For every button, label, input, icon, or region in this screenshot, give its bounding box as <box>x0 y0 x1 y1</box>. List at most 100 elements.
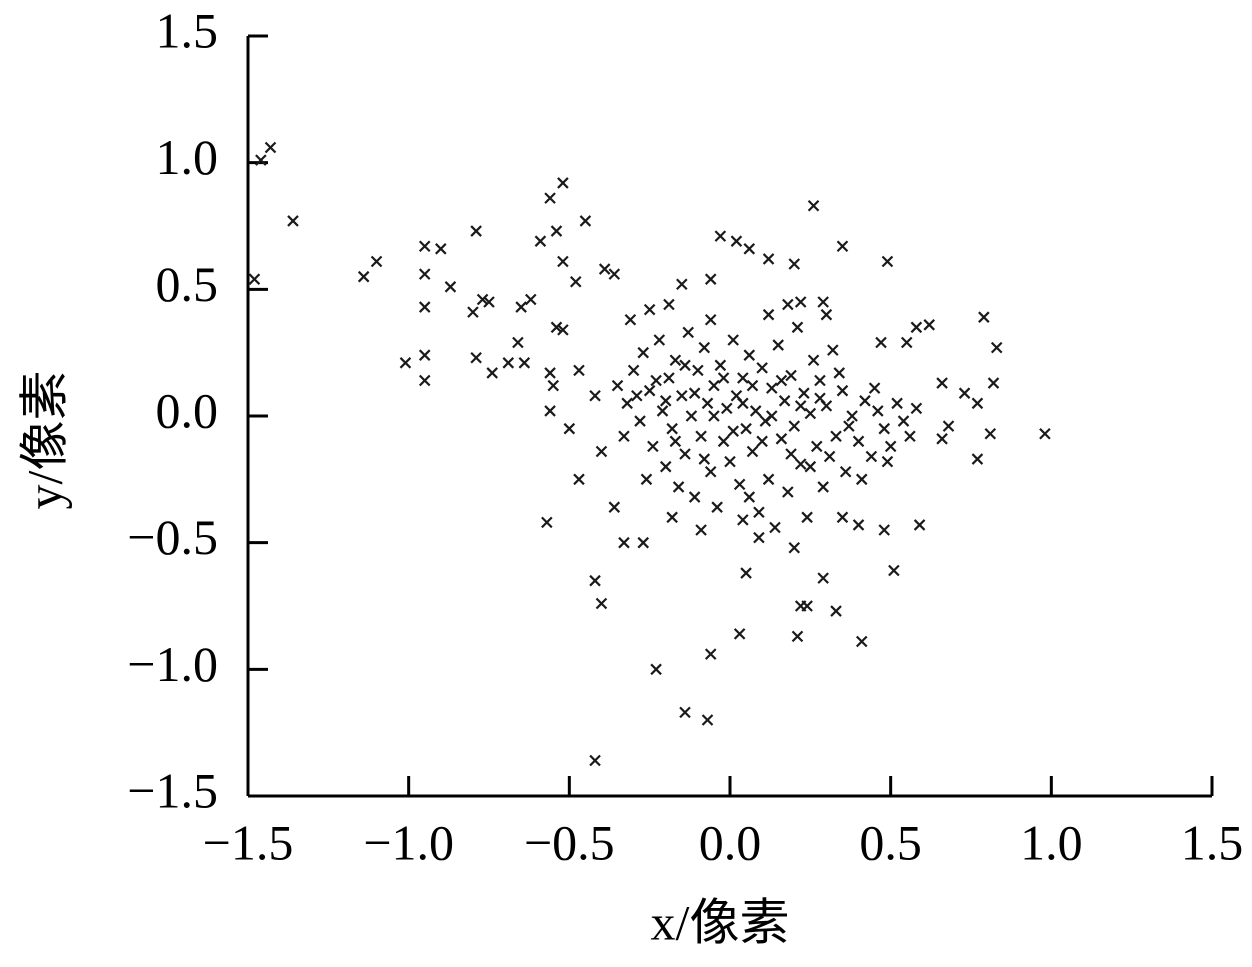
point <box>820 308 833 321</box>
point <box>878 524 891 536</box>
point <box>512 336 524 349</box>
point <box>444 281 457 293</box>
y-tick-label: 0.5 <box>156 256 219 312</box>
point <box>817 572 829 584</box>
point <box>971 397 984 410</box>
point <box>855 635 868 648</box>
point <box>418 349 431 361</box>
point <box>608 501 621 513</box>
point <box>836 240 849 253</box>
point <box>801 511 813 524</box>
point <box>573 364 585 377</box>
point <box>557 177 569 189</box>
point <box>958 387 971 399</box>
point <box>923 319 936 331</box>
point <box>672 481 685 493</box>
point <box>836 511 849 524</box>
point <box>688 491 701 503</box>
point <box>608 268 621 280</box>
point <box>753 506 765 519</box>
point <box>884 440 897 453</box>
point <box>762 253 775 265</box>
point <box>817 296 829 308</box>
point <box>775 374 788 387</box>
point <box>557 255 569 268</box>
y-tick-label: 1.5 <box>156 2 219 58</box>
point <box>987 377 1000 389</box>
point <box>627 364 640 377</box>
point <box>544 192 556 204</box>
point <box>573 473 585 486</box>
point <box>685 410 698 422</box>
point <box>618 536 630 549</box>
point <box>470 351 482 364</box>
point <box>544 405 556 417</box>
point <box>704 273 717 285</box>
point <box>740 567 752 579</box>
point <box>936 433 948 445</box>
point <box>524 293 537 306</box>
point <box>595 597 608 610</box>
point <box>418 301 431 313</box>
point <box>737 397 749 410</box>
point <box>701 397 714 410</box>
point <box>624 313 637 326</box>
point <box>650 663 662 676</box>
point <box>727 425 739 437</box>
point <box>775 433 788 445</box>
point <box>711 501 723 513</box>
point <box>547 379 560 392</box>
point <box>663 298 675 311</box>
point <box>1039 427 1051 440</box>
point <box>589 754 601 767</box>
point <box>788 541 801 554</box>
point <box>679 706 691 719</box>
point <box>971 453 984 465</box>
point <box>769 521 781 534</box>
point <box>900 336 913 349</box>
point <box>714 230 727 242</box>
point <box>913 519 926 531</box>
point <box>788 258 801 270</box>
point <box>875 336 887 349</box>
point <box>659 460 672 473</box>
y-axis-label: y/像素 <box>16 371 72 510</box>
x-axis-label: x/像素 <box>651 894 790 950</box>
point <box>550 225 563 237</box>
point <box>595 445 608 458</box>
point <box>733 478 746 491</box>
point <box>785 369 797 382</box>
point <box>743 491 756 503</box>
point <box>798 387 810 399</box>
point <box>801 600 813 612</box>
point <box>794 296 807 308</box>
point <box>785 448 797 460</box>
point <box>830 430 842 443</box>
point <box>878 422 891 435</box>
point <box>891 397 903 410</box>
point <box>794 400 807 412</box>
x-tick-label: 1.5 <box>1181 814 1244 870</box>
point <box>688 387 701 399</box>
point <box>740 422 752 435</box>
point <box>541 516 553 529</box>
point <box>643 303 656 316</box>
point <box>637 536 650 549</box>
point <box>984 427 997 440</box>
point <box>737 372 749 384</box>
point <box>852 519 865 531</box>
point <box>782 298 794 311</box>
point <box>717 435 730 448</box>
point <box>910 321 923 334</box>
point <box>676 278 688 291</box>
point <box>637 346 650 359</box>
y-tick-label: −0.5 <box>127 509 218 565</box>
point <box>762 473 775 486</box>
point <box>647 440 659 453</box>
point <box>855 473 868 486</box>
point <box>804 460 817 473</box>
point <box>791 321 804 334</box>
point <box>936 377 948 389</box>
point <box>836 384 849 397</box>
